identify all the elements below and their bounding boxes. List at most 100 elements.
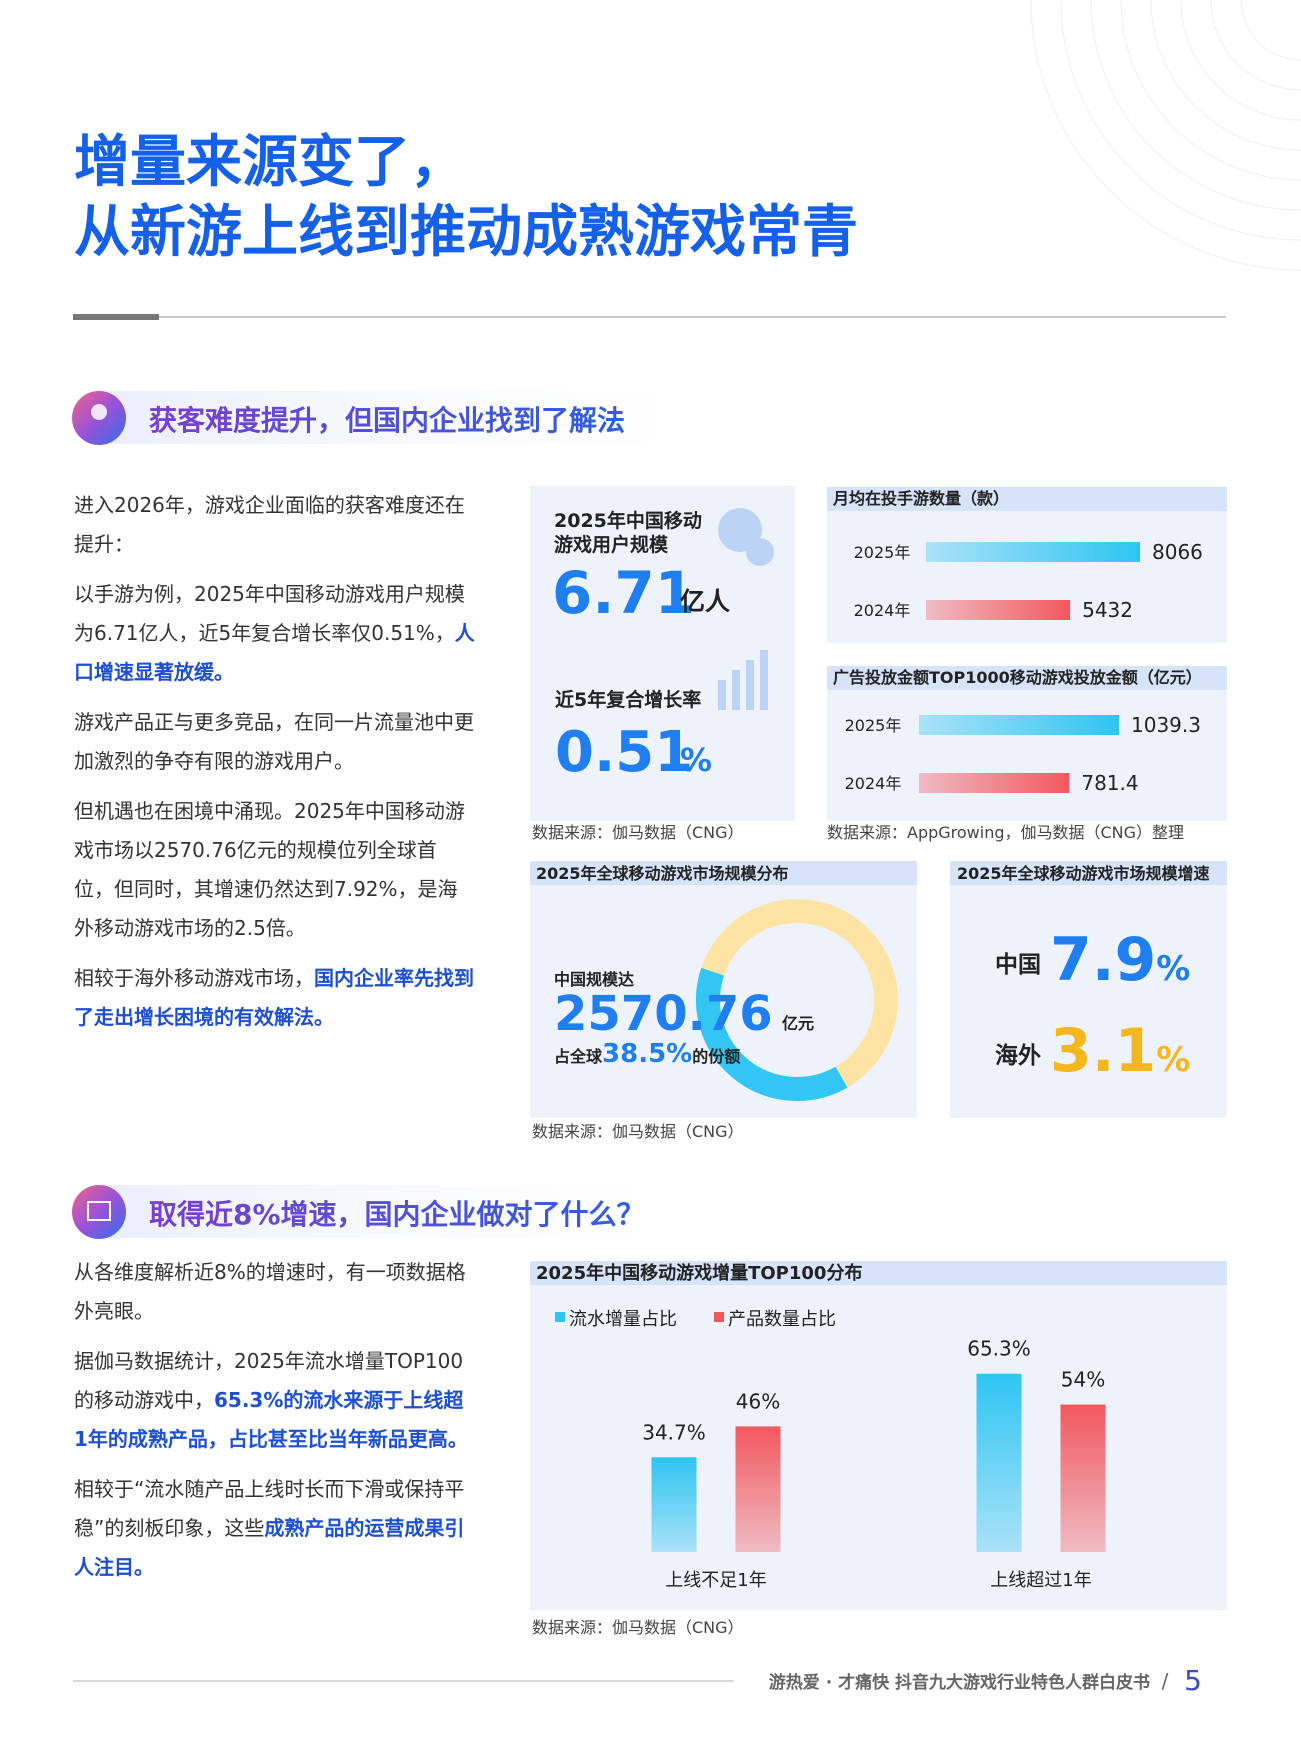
text-block: 从各维度解析近8%的增速时，有一项数据格外亮眼。 据伽马数据统计，2025年流水增…: [74, 1253, 476, 1598]
big-number: 0.51: [555, 720, 693, 785]
category-label: 2025年: [854, 543, 911, 562]
source: 数据来源：AppGrowing，伽马数据（CNG）整理: [827, 823, 1184, 842]
title-line: 增量来源变了，: [74, 130, 466, 195]
value-label: 46%: [736, 1389, 780, 1413]
growth-value-line: 3.1%: [1050, 1016, 1190, 1086]
section-pill: [73, 1185, 653, 1238]
value-label: 781.4: [1081, 771, 1138, 795]
card-label: 2025年中国移动: [554, 509, 702, 532]
text-run: 游戏产品正与更多竞品，在同一片流量池中更加激烈的争夺有限的游戏用户。: [74, 710, 474, 773]
category-label: 上线不足1年: [665, 1570, 766, 1591]
section-heading: 获客难度提升，但国内企业找到了解法: [149, 399, 625, 439]
source: 数据来源：伽马数据（CNG）: [532, 823, 744, 842]
text-run: 从各维度解析近8%的增速时，有一项数据格外亮眼。: [74, 1260, 466, 1323]
section-heading: 取得近8%增速，国内企业做对了什么？: [149, 1193, 645, 1233]
card-header: [530, 1261, 1227, 1285]
value-label: 5432: [1082, 598, 1133, 622]
source: 数据来源：伽马数据（CNG）: [532, 1618, 744, 1637]
emphasis: 65.3%的流水来源于上线超1年的成熟产品，占比甚至比当年新品更高。: [74, 1388, 468, 1451]
card-label: 近5年复合增长率: [555, 688, 701, 711]
card: [530, 1261, 1227, 1610]
donut-text: 亿元: [782, 1014, 814, 1033]
bar: [919, 715, 1119, 735]
text-run: 据伽马数据统计，2025年流水增量TOP100的移动游戏中，: [74, 1349, 464, 1412]
growth-unit: %: [1156, 1040, 1190, 1080]
paragraph: 游戏产品正与更多竞品，在同一片流量池中更加激烈的争夺有限的游戏用户。: [74, 703, 476, 781]
bar: [919, 773, 1070, 793]
card-header: [827, 487, 1227, 511]
bar: [735, 1426, 781, 1552]
section-pill: [73, 391, 676, 444]
value-label: 1039.3: [1131, 713, 1201, 737]
category-label: 2025年: [845, 716, 902, 735]
divider-accent: [73, 314, 159, 320]
card-icon: [718, 650, 768, 710]
chart-title: 广告投放金额TOP1000移动游戏投放金额（亿元）: [833, 668, 1202, 687]
chart-title: 2025年全球移动游戏市场规模增速: [957, 864, 1210, 883]
paragraph: 从各维度解析近8%的增速时，有一项数据格外亮眼。: [74, 1253, 476, 1331]
category-label: 2024年: [854, 601, 911, 620]
donut-amount: 2570.76: [554, 986, 773, 1042]
legend-label: 产品数量占比: [728, 1309, 836, 1330]
bar: [926, 542, 1140, 562]
text-block: 进入2026年，游戏企业面临的获客难度还在提升： 以手游为例，2025年中国移动游…: [74, 486, 476, 1048]
chart-title: 月均在投手游数量（款）: [832, 489, 1009, 508]
value-label: 8066: [1152, 540, 1203, 564]
paragraph: 进入2026年，游戏企业面临的获客难度还在提升：: [74, 486, 476, 564]
donut-segment: [696, 967, 848, 1101]
decor-arcs: [1030, 0, 1301, 271]
category-label: 上线超过1年: [990, 1570, 1091, 1591]
donut-share-share-suffix: 的份额: [692, 1047, 740, 1066]
text-run: 相较于“流水随产品上线时长而下滑或保持平稳”的刻板印象，这些: [74, 1477, 465, 1540]
growth-value: 3.1: [1050, 1016, 1156, 1086]
unit: %: [680, 741, 712, 779]
donut-share-line: 占全球38.5%的份额: [554, 1039, 740, 1069]
section-icon-glyph: [91, 404, 107, 420]
chart-title: 2025年中国移动游戏增量TOP100分布: [536, 1262, 862, 1284]
text-run: 相较于海外移动游戏市场，: [74, 966, 314, 990]
donut-segment: [701, 899, 898, 1088]
title: 增量来源变了， 从新游上线到推动成熟游戏常青: [74, 128, 858, 268]
paragraph: 以手游为例，2025年中国移动游戏用户规模为6.71亿人，近5年复合增长率仅0.…: [74, 575, 476, 692]
bar: [1060, 1404, 1106, 1552]
donut-share-share: 38.5%: [602, 1039, 692, 1069]
growth-label: 中国: [995, 952, 1041, 978]
value-label: 54%: [1061, 1368, 1105, 1392]
emphasis: 人口增速显著放缓。: [74, 621, 475, 684]
card: [827, 666, 1227, 821]
value-label: 65.3%: [967, 1337, 1031, 1361]
text-run: 但机遇也在困境中涌现。2025年中国移动游戏市场以2570.76亿元的规模位列全…: [74, 799, 465, 940]
footer-separator: /: [1162, 1669, 1169, 1693]
growth-value: 7.9: [1050, 925, 1156, 995]
source: 数据来源：伽马数据（CNG）: [532, 1122, 744, 1141]
title-line: 从新游上线到推动成熟游戏常青: [74, 200, 858, 265]
card-label: 游戏用户规模: [554, 533, 669, 556]
emphasis: 成熟产品的运营成果引人注目。: [74, 1516, 465, 1579]
donut-text: 中国规模达: [554, 970, 634, 989]
bar: [976, 1373, 1022, 1552]
text-run: 以手游为例，2025年中国移动游戏用户规模为6.71亿人，近5年复合增长率仅0.…: [74, 582, 465, 645]
unit: 亿人: [680, 587, 730, 616]
text-run: 进入2026年，游戏企业面临的获客难度还在提升：: [74, 493, 465, 556]
card-header: [827, 666, 1227, 690]
section-icon-glyph: [87, 1201, 111, 1221]
paragraph: 据伽马数据统计，2025年流水增量TOP100的移动游戏中，65.3%的流水来源…: [74, 1342, 476, 1459]
legend-swatch: [714, 1312, 724, 1322]
card-icon: [718, 508, 774, 566]
paragraph: 相较于“流水随产品上线时长而下滑或保持平稳”的刻板印象，这些成熟产品的运营成果引…: [74, 1470, 476, 1587]
card: [950, 861, 1227, 1118]
bar: [651, 1457, 697, 1552]
value-label: 34.7%: [642, 1420, 706, 1444]
card-header: [950, 861, 1227, 885]
chart-title: 2025年全球移动游戏市场规模分布: [536, 864, 789, 883]
section-icon: [72, 1185, 126, 1239]
page-number: 5: [1184, 1664, 1202, 1697]
legend-label: 流水增量占比: [569, 1309, 677, 1330]
bar: [926, 600, 1071, 620]
category-label: 2024年: [845, 774, 902, 793]
paragraph: 相较于海外移动游戏市场，国内企业率先找到了走出增长困境的有效解法。: [74, 959, 476, 1037]
emphasis: 国内企业率先找到了走出增长困境的有效解法。: [74, 966, 474, 1029]
big-number: 6.71: [552, 559, 695, 627]
